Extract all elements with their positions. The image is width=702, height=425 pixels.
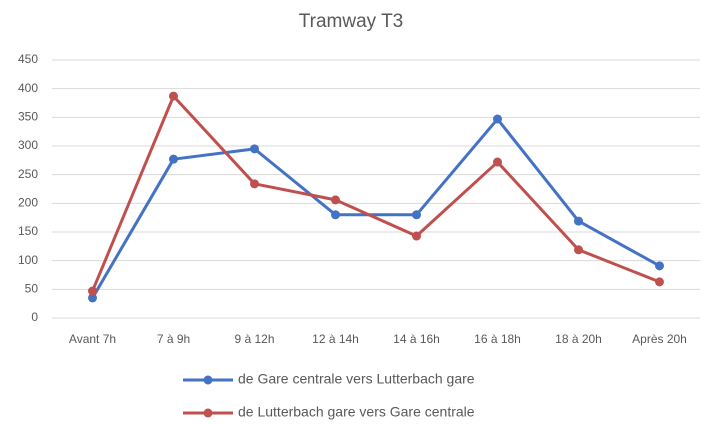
data-point xyxy=(169,91,178,101)
data-point xyxy=(493,114,502,124)
y-tick-label: 200 xyxy=(18,196,38,210)
legend-marker xyxy=(203,375,213,385)
data-point xyxy=(493,157,502,167)
legend-marker xyxy=(203,408,213,418)
y-tick-label: 400 xyxy=(18,81,38,95)
x-tick-label: 9 à 12h xyxy=(234,332,274,346)
data-point xyxy=(655,261,664,271)
y-tick-label: 250 xyxy=(18,167,38,181)
data-point xyxy=(250,179,259,189)
y-tick-label: 50 xyxy=(25,282,39,296)
chart-title: Tramway T3 xyxy=(299,11,404,32)
y-tick-label: 450 xyxy=(18,52,38,66)
y-tick-label: 100 xyxy=(18,253,38,267)
data-point xyxy=(412,210,421,220)
x-tick-label: Avant 7h xyxy=(69,332,116,346)
legend-label: de Lutterbach gare vers Gare centrale xyxy=(238,404,475,420)
series-line xyxy=(91,117,661,299)
x-tick-label: 16 à 18h xyxy=(474,332,521,346)
data-point xyxy=(655,277,664,287)
data-point xyxy=(574,245,583,255)
data-point xyxy=(412,231,421,241)
data-point xyxy=(250,144,259,154)
data-point xyxy=(331,210,340,220)
data-point xyxy=(88,286,97,296)
data-point xyxy=(88,293,97,303)
data-point xyxy=(169,154,178,164)
y-tick-label: 150 xyxy=(18,224,38,238)
x-tick-label: Après 20h xyxy=(632,332,687,346)
x-tick-label: 14 à 16h xyxy=(393,332,440,346)
x-tick-label: 18 à 20h xyxy=(555,332,602,346)
y-tick-label: 350 xyxy=(18,110,38,124)
series-line xyxy=(91,94,661,292)
x-tick-label: 7 à 9h xyxy=(157,332,190,346)
y-tick-label: 0 xyxy=(31,310,38,324)
legend-label: de Gare centrale vers Lutterbach gare xyxy=(238,371,475,387)
x-tick-label: 12 à 14h xyxy=(312,332,359,346)
data-point xyxy=(574,216,583,226)
y-tick-label: 300 xyxy=(18,138,38,152)
data-point xyxy=(331,195,340,205)
